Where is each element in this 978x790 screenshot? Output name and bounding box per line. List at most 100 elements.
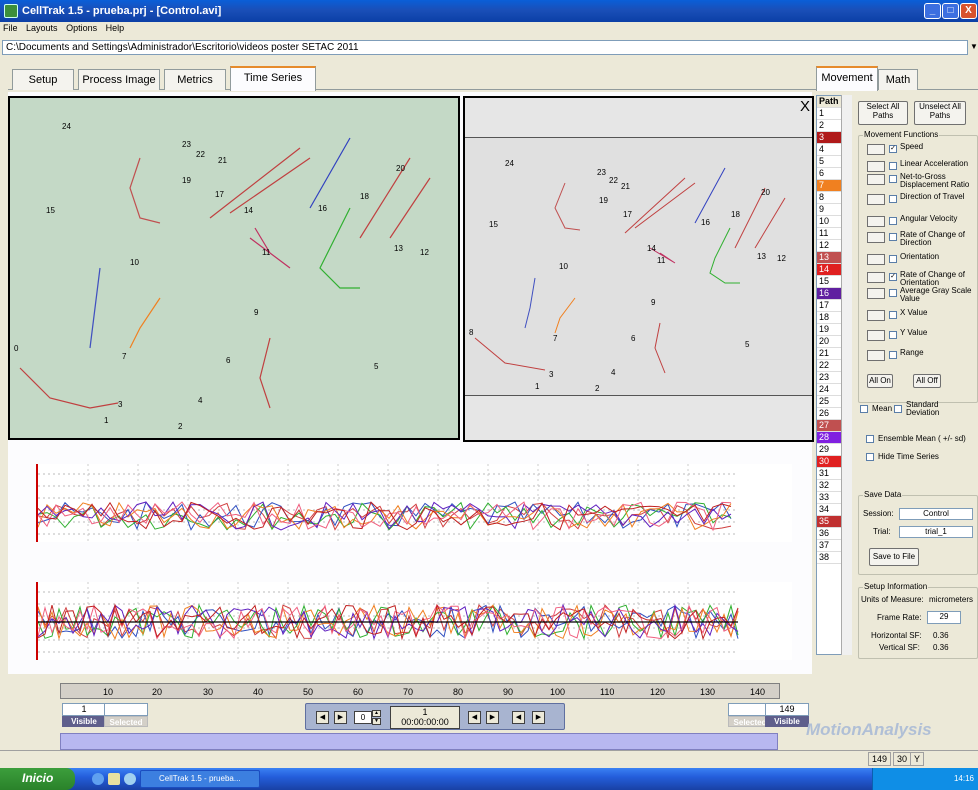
path-item[interactable]: 4 (817, 144, 851, 156)
frame-ruler[interactable]: 10 20 30 40 50 60 70 80 90 100 110 120 1… (60, 683, 780, 699)
play-forward-icon[interactable]: ▶ (334, 711, 347, 724)
path-dropdown-icon[interactable]: ▼ (970, 42, 978, 51)
step-forward-icon[interactable]: ▶ (486, 711, 499, 724)
path-item[interactable]: 6 (817, 168, 851, 180)
path-item[interactable]: 19 (817, 324, 851, 336)
end-frame-field[interactable]: 149 (765, 703, 809, 716)
orientation-change-time-series-graph[interactable] (36, 582, 792, 660)
function-checkbox[interactable] (889, 255, 897, 263)
step-size-field[interactable]: 0 (354, 711, 372, 724)
path-item[interactable]: 22 (817, 360, 851, 372)
path-item[interactable]: 31 (817, 468, 851, 480)
close-button[interactable]: X (960, 3, 977, 19)
tab-process-image[interactable]: Process Image (78, 69, 160, 90)
all-off-button[interactable]: All Off (913, 374, 941, 388)
tab-math[interactable]: Math (878, 69, 918, 90)
path-item[interactable]: 21 (817, 348, 851, 360)
go-end-icon[interactable]: ▶ (532, 711, 545, 724)
function-plot-button[interactable] (867, 350, 885, 361)
go-start-icon[interactable]: ◀ (316, 711, 329, 724)
path-item[interactable]: 5 (817, 156, 851, 168)
path-item[interactable]: 15 (817, 276, 851, 288)
path-item[interactable]: 38 (817, 552, 851, 564)
trial-input[interactable]: trial_1 (899, 526, 973, 538)
menu-options[interactable]: Options (66, 23, 98, 33)
function-checkbox[interactable] (889, 331, 897, 339)
tab-time-series[interactable]: Time Series (230, 66, 316, 91)
menu-file[interactable]: File (3, 23, 18, 33)
path-item[interactable]: 9 (817, 204, 851, 216)
start-button[interactable]: Inicio (0, 768, 75, 790)
function-plot-button[interactable] (867, 194, 885, 205)
function-plot-button[interactable] (867, 330, 885, 341)
path-item[interactable]: 26 (817, 408, 851, 420)
start-frame-field[interactable]: 1 (62, 703, 106, 716)
hide-time-series-checkbox[interactable] (866, 453, 874, 461)
menu-layouts[interactable]: Layouts (26, 23, 58, 33)
start-selected-field[interactable] (104, 703, 148, 716)
path-item[interactable]: 36 (817, 528, 851, 540)
function-plot-button[interactable] (867, 232, 885, 243)
function-checkbox[interactable] (889, 289, 897, 297)
project-path-field[interactable]: C:\Documents and Settings\Administrador\… (2, 40, 968, 55)
std-dev-checkbox[interactable] (894, 405, 902, 413)
function-plot-button[interactable] (867, 310, 885, 321)
function-checkbox[interactable]: ✓ (889, 273, 897, 281)
menu-help[interactable]: Help (105, 23, 125, 33)
mean-checkbox[interactable] (860, 405, 868, 413)
function-plot-button[interactable] (867, 174, 885, 185)
save-to-file-button[interactable]: Save to File (869, 548, 919, 566)
tab-setup[interactable]: Setup (12, 69, 74, 90)
quicklaunch-media-icon[interactable] (124, 773, 136, 785)
path-item[interactable]: 37 (817, 540, 851, 552)
tab-metrics[interactable]: Metrics (164, 69, 226, 90)
path-item[interactable]: 18 (817, 312, 851, 324)
tab-movement[interactable]: Movement (816, 66, 878, 91)
path-item[interactable]: 17 (817, 300, 851, 312)
all-on-button[interactable]: All On (867, 374, 893, 388)
tracks-preview[interactable]: X 24 23 22 21 19 17 20 15 (463, 96, 814, 442)
path-item[interactable]: 33 (817, 492, 851, 504)
quicklaunch-folder-icon[interactable] (108, 773, 120, 785)
path-list-scrollbar[interactable] (841, 95, 852, 655)
function-checkbox[interactable] (889, 217, 897, 225)
function-plot-button[interactable] (867, 272, 885, 283)
speed-time-series-graph[interactable] (36, 464, 792, 542)
start-selected-button[interactable]: Selected (104, 716, 148, 727)
step-down-icon[interactable]: ▼ (372, 718, 381, 725)
path-item[interactable]: 10 (817, 216, 851, 228)
path-item[interactable]: 2 (817, 120, 851, 132)
maximize-button[interactable]: □ (942, 3, 959, 19)
minimize-button[interactable]: _ (924, 3, 941, 19)
unselect-all-paths-button[interactable]: Unselect All Paths (914, 101, 966, 125)
ensemble-mean-checkbox[interactable] (866, 435, 874, 443)
quicklaunch-browser-icon[interactable] (92, 773, 104, 785)
path-item[interactable]: 20 (817, 336, 851, 348)
frame-rate-input[interactable]: 29 (927, 611, 961, 624)
function-checkbox[interactable]: ✓ (889, 145, 897, 153)
function-checkbox[interactable] (889, 233, 897, 241)
step-back-icon[interactable]: ◀ (468, 711, 481, 724)
path-item[interactable]: 29 (817, 444, 851, 456)
frame-range-bar[interactable] (60, 733, 778, 750)
function-checkbox[interactable] (889, 195, 897, 203)
function-checkbox[interactable] (889, 175, 897, 183)
path-item[interactable]: 23 (817, 372, 851, 384)
path-item[interactable]: 34 (817, 504, 851, 516)
function-checkbox[interactable] (889, 311, 897, 319)
path-item[interactable]: 11 (817, 228, 851, 240)
function-checkbox[interactable] (889, 351, 897, 359)
taskbar-app-button[interactable]: CellTrak 1.5 - prueba... (140, 770, 260, 788)
path-item[interactable]: 32 (817, 480, 851, 492)
path-item[interactable]: 12 (817, 240, 851, 252)
step-up-icon[interactable]: ▲ (372, 710, 381, 717)
close-preview-icon[interactable]: X (799, 98, 810, 115)
session-input[interactable]: Control (899, 508, 973, 520)
path-item[interactable]: 24 (817, 384, 851, 396)
function-plot-button[interactable] (867, 161, 885, 172)
start-visible-button[interactable]: Visible (62, 716, 106, 727)
function-plot-button[interactable] (867, 216, 885, 227)
fast-back-icon[interactable]: ◀ (512, 711, 525, 724)
end-visible-button[interactable]: Visible (765, 716, 809, 727)
path-item[interactable]: 1 (817, 108, 851, 120)
